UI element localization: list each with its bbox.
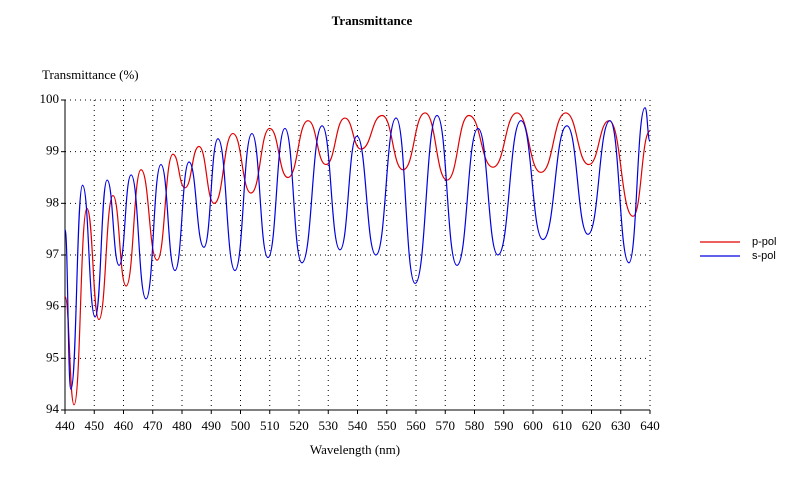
legend-label: s-pol	[752, 250, 776, 262]
line-series	[64, 112, 651, 406]
y-tick-label: 97	[46, 246, 60, 261]
x-tick-label: 460	[114, 418, 134, 433]
x-tick-label: 640	[640, 418, 660, 433]
x-tick-label: 590	[494, 418, 514, 433]
x-tick-label: 540	[348, 418, 368, 433]
x-tick-label: 440	[55, 418, 75, 433]
x-tick-label: 530	[319, 418, 339, 433]
x-tick-label: 480	[172, 418, 192, 433]
x-axis-label: Wavelength (nm)	[310, 442, 400, 457]
line-series	[64, 107, 651, 390]
x-tick-label: 450	[85, 418, 105, 433]
legend-label: p-pol	[752, 236, 776, 248]
x-tick-label: 580	[465, 418, 485, 433]
x-tick-label: 520	[289, 418, 309, 433]
x-tick-label: 490	[202, 418, 222, 433]
x-tick-label: 500	[231, 418, 251, 433]
y-tick-label: 98	[46, 194, 59, 209]
x-tick-label: 630	[611, 418, 631, 433]
y-axis-label: Transmittance (%)	[42, 67, 139, 82]
x-tick-label: 550	[377, 418, 397, 433]
x-tick-label: 600	[523, 418, 543, 433]
x-tick-label: 470	[143, 418, 163, 433]
x-tick-label: 610	[553, 418, 573, 433]
x-tick-label: 510	[260, 418, 280, 433]
y-tick-label: 99	[46, 143, 59, 158]
y-tick-label: 94	[46, 401, 60, 416]
x-tick-label: 560	[406, 418, 426, 433]
y-tick-label: 95	[46, 349, 59, 364]
y-tick-label: 96	[46, 298, 60, 313]
x-tick-label: 620	[582, 418, 602, 433]
y-tick-label: 100	[40, 91, 60, 106]
chart-title: Transmittance	[332, 13, 413, 28]
x-tick-label: 570	[436, 418, 456, 433]
